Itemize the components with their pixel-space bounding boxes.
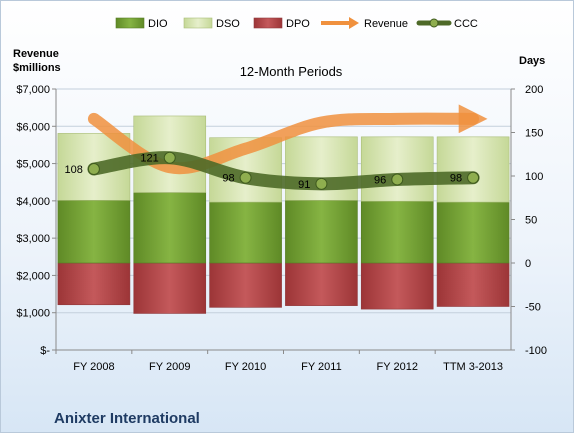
lines [87, 104, 488, 191]
bar-dpo [133, 262, 207, 314]
x-tick-label: FY 2009 [149, 361, 190, 373]
ccc-data-label: 96 [374, 174, 386, 186]
ccc-data-label: 108 [65, 164, 83, 176]
bar-dpo [57, 262, 131, 306]
legend-marker-ccc [429, 18, 439, 28]
ccc-point [87, 163, 100, 176]
y-right-tick-label: 0 [525, 258, 531, 270]
ccc-point [391, 173, 404, 186]
y-left-tick-label: $7,000 [16, 84, 50, 96]
legend-arrowhead-revenue [349, 17, 359, 29]
y-right-tick-label: 100 [525, 171, 543, 183]
y-left-tick-label: $6,000 [16, 121, 50, 133]
y-left-tick-label: $3,000 [16, 233, 50, 245]
bar-dso [285, 136, 358, 201]
company-name: Anixter International [54, 410, 200, 427]
y-left-tick-label: $4,000 [16, 196, 50, 208]
ccc-point [315, 177, 328, 190]
bar-dso [360, 136, 434, 202]
bar-dpo [285, 262, 358, 306]
legend-label-revenue: Revenue [364, 18, 408, 30]
legend-label-dpo: DPO [286, 18, 310, 30]
x-tick-label: FY 2012 [377, 361, 418, 373]
ccc-point [467, 171, 480, 184]
y-left-label-line1: Revenue [13, 48, 59, 60]
y-right-tick-label: 150 [525, 128, 543, 140]
chart-title: 12-Month Periods [240, 64, 343, 79]
y-right-tick-label: 200 [525, 84, 543, 96]
y-right-label: Days [519, 55, 545, 67]
legend: DIO DSO DPO Revenue CCC [115, 17, 478, 30]
ccc-data-label: 91 [298, 179, 310, 191]
bar-dio [360, 200, 434, 264]
x-tick-label: FY 2008 [73, 361, 114, 373]
ccc-point [239, 171, 252, 184]
x-tick-label: FY 2011 [301, 361, 342, 373]
axes: $- $1,000 $2,000 $3,000 $4,000 $5,000 $6,000 $7… [16, 84, 547, 373]
y-right-tick-label: -50 [525, 302, 541, 314]
y-left-tick-label: $1,000 [16, 308, 50, 320]
ccc-data-label: 98 [450, 173, 462, 185]
bar-dpo [209, 262, 282, 308]
x-tick-label: FY 2010 [225, 361, 266, 373]
x-tick-label: TTM 3-2013 [443, 361, 503, 373]
legend-label-dso: DSO [216, 18, 240, 30]
legend-swatch-dio [115, 17, 145, 29]
bar-dio [285, 200, 358, 264]
y-left-tick-label: $2,000 [16, 270, 50, 282]
bar-dio [133, 192, 207, 264]
y-right-tick-label: -100 [525, 345, 547, 357]
ccc-data-label: 121 [140, 153, 158, 165]
bars [57, 115, 510, 314]
legend-label-dio: DIO [148, 18, 168, 30]
y-right-tick-label: 50 [525, 215, 537, 227]
y-left-tick-label: $- [40, 345, 50, 357]
legend-label-ccc: CCC [454, 18, 478, 30]
legend-swatch-dso [183, 17, 213, 29]
y-left-label-line2: $millions [13, 62, 61, 74]
data-labels: 108 121 98 91 96 98 [65, 153, 463, 191]
bar-dpo [360, 262, 434, 310]
bar-dio [57, 200, 131, 264]
bar-dio [209, 201, 282, 264]
legend-swatch-dpo [253, 17, 283, 29]
bar-dso [436, 136, 510, 203]
ccc-point [163, 151, 176, 164]
ccc-line [87, 151, 480, 191]
ccc-data-label: 98 [222, 173, 234, 185]
y-left-tick-label: $5,000 [16, 159, 50, 171]
bar-dio [436, 201, 510, 264]
bar-dpo [436, 262, 510, 307]
